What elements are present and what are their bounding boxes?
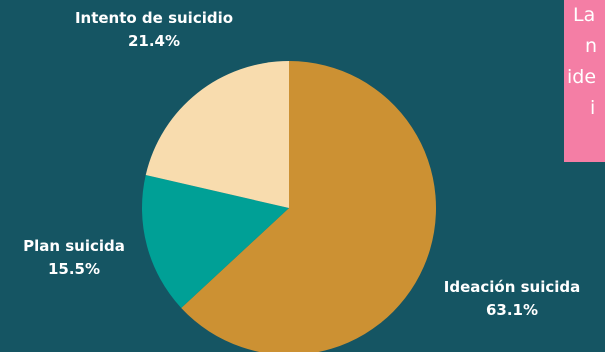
callout-box: La n ide i [564, 0, 605, 162]
slice-name-intento-de-suicidio: Intento de suicidio [74, 9, 234, 27]
callout-line-4: i [590, 97, 596, 119]
slice-label-ideacion-suicida: Ideación suicida 63.1% [412, 276, 605, 322]
callout-line-2: n [585, 35, 598, 57]
slice-name-ideacion-suicida: Ideación suicida [443, 278, 581, 296]
slice-label-plan-suicida: Plan suicida 15.5% [0, 235, 148, 281]
callout-line-3: ide [567, 66, 597, 88]
pie-slice-ideacion-suicida [181, 61, 437, 352]
slice-label-intento-de-suicidio: Intento de suicidio 21.4% [48, 7, 260, 53]
slice-value-plan-suicida: 15.5% [47, 260, 101, 278]
slice-value-ideacion-suicida: 63.1% [485, 301, 539, 319]
callout-line-1: La [573, 4, 596, 26]
pie-slice-intento-de-suicidio [145, 61, 289, 208]
slice-value-intento-de-suicidio: 21.4% [127, 32, 181, 50]
pie-slice-plan-suicida [141, 175, 289, 308]
slice-name-plan-suicida: Plan suicida [23, 237, 125, 255]
